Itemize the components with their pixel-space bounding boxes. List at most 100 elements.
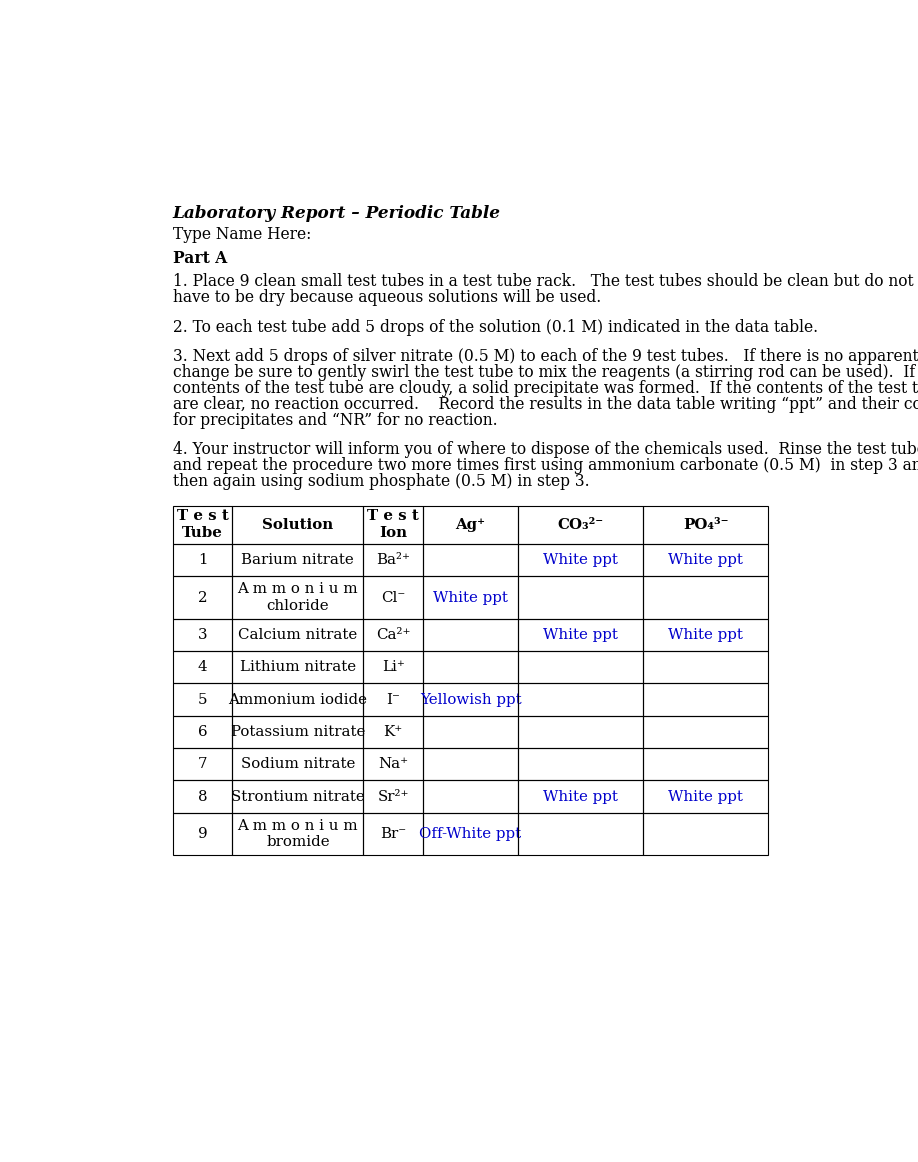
Bar	[364, 748, 423, 781]
Bar	[644, 618, 768, 651]
Bar	[232, 812, 364, 855]
Text: White ppt: White ppt	[543, 790, 618, 804]
Text: Ca²⁺: Ca²⁺	[375, 627, 410, 641]
Bar	[423, 812, 518, 855]
Bar	[364, 716, 423, 748]
Text: and repeat the procedure two more times first using ammonium carbonate (0.5 M)  : and repeat the procedure two more times …	[173, 457, 918, 474]
Text: are clear, no reaction occurred.    Record the results in the data table writing: are clear, no reaction occurred. Record …	[173, 396, 918, 413]
Text: Na⁺: Na⁺	[378, 758, 409, 772]
Text: change be sure to gently swirl the test tube to mix the reagents (a stirring rod: change be sure to gently swirl the test …	[173, 364, 918, 381]
Bar	[364, 812, 423, 855]
Text: 3. Next add 5 drops of silver nitrate (0.5 M) to each of the 9 test tubes.   If : 3. Next add 5 drops of silver nitrate (0…	[173, 349, 918, 366]
Text: 4. Your instructor will inform you of where to dispose of the chemicals used.  R: 4. Your instructor will inform you of wh…	[173, 442, 918, 458]
Bar	[364, 576, 423, 618]
Bar	[518, 748, 644, 781]
Bar	[364, 683, 423, 716]
Text: K⁺: K⁺	[384, 725, 403, 739]
Text: I⁻: I⁻	[386, 693, 400, 706]
Text: White ppt: White ppt	[668, 627, 743, 641]
Bar	[423, 781, 518, 812]
Text: Ag⁺: Ag⁺	[455, 518, 486, 532]
Text: Type Name Here:: Type Name Here:	[173, 225, 311, 243]
Bar	[644, 651, 768, 683]
Text: Laboratory Report – Periodic Table: Laboratory Report – Periodic Table	[173, 205, 501, 222]
Text: White ppt: White ppt	[433, 590, 508, 604]
Bar	[232, 505, 364, 544]
Text: 6: 6	[197, 725, 207, 739]
Bar	[423, 748, 518, 781]
Bar	[518, 716, 644, 748]
Bar	[518, 505, 644, 544]
Bar	[644, 544, 768, 576]
Text: Strontium nitrate: Strontium nitrate	[231, 790, 364, 804]
Text: Sodium nitrate: Sodium nitrate	[241, 758, 355, 772]
Bar	[518, 576, 644, 618]
Text: 2. To each test tube add 5 drops of the solution (0.1 M) indicated in the data t: 2. To each test tube add 5 drops of the …	[173, 318, 818, 336]
Bar	[644, 505, 768, 544]
Bar	[364, 544, 423, 576]
Bar	[644, 683, 768, 716]
Bar	[232, 781, 364, 812]
Text: T e s t
Ion: T e s t Ion	[367, 509, 419, 540]
Bar	[364, 781, 423, 812]
Bar	[423, 618, 518, 651]
Text: Li⁺: Li⁺	[382, 660, 405, 674]
Bar	[364, 651, 423, 683]
Text: T e s t
Tube: T e s t Tube	[177, 509, 229, 540]
Bar	[423, 683, 518, 716]
Bar	[364, 618, 423, 651]
Bar	[232, 683, 364, 716]
Text: White ppt: White ppt	[668, 553, 743, 567]
Text: Calcium nitrate: Calcium nitrate	[239, 627, 357, 641]
Text: A m m o n i u m
chloride: A m m o n i u m chloride	[238, 582, 358, 614]
Bar	[423, 716, 518, 748]
Bar	[644, 812, 768, 855]
Bar	[173, 748, 232, 781]
Text: 3: 3	[197, 627, 207, 641]
Text: Sr²⁺: Sr²⁺	[377, 790, 409, 804]
Bar	[518, 618, 644, 651]
Text: Part A: Part A	[173, 250, 227, 267]
Text: have to be dry because aqueous solutions will be used.: have to be dry because aqueous solutions…	[173, 289, 601, 307]
Bar	[232, 651, 364, 683]
Bar	[173, 651, 232, 683]
Text: PO₄³⁻: PO₄³⁻	[683, 518, 728, 532]
Text: 9: 9	[197, 827, 207, 841]
Text: 1: 1	[198, 553, 207, 567]
Bar	[173, 544, 232, 576]
Bar	[173, 618, 232, 651]
Bar	[518, 544, 644, 576]
Text: CO₃²⁻: CO₃²⁻	[557, 518, 604, 532]
Text: Br⁻: Br⁻	[380, 827, 406, 841]
Bar	[232, 748, 364, 781]
Text: Potassium nitrate: Potassium nitrate	[230, 725, 365, 739]
Bar	[644, 716, 768, 748]
Text: Cl⁻: Cl⁻	[381, 590, 405, 604]
Bar	[518, 651, 644, 683]
Bar	[644, 576, 768, 618]
Bar	[173, 576, 232, 618]
Bar	[518, 781, 644, 812]
Bar	[232, 576, 364, 618]
Text: then again using sodium phosphate (0.5 M) in step 3.: then again using sodium phosphate (0.5 M…	[173, 473, 589, 490]
Text: Lithium nitrate: Lithium nitrate	[240, 660, 356, 674]
Bar	[173, 716, 232, 748]
Bar	[423, 505, 518, 544]
Bar	[173, 683, 232, 716]
Bar	[173, 505, 232, 544]
Text: White ppt: White ppt	[543, 627, 618, 641]
Bar	[518, 812, 644, 855]
Text: White ppt: White ppt	[543, 553, 618, 567]
Bar	[423, 576, 518, 618]
Text: Off-White ppt: Off-White ppt	[420, 827, 521, 841]
Bar	[232, 716, 364, 748]
Text: 2: 2	[197, 590, 207, 604]
Bar	[232, 618, 364, 651]
Bar	[232, 544, 364, 576]
Text: 1. Place 9 clean small test tubes in a test tube rack.   The test tubes should b: 1. Place 9 clean small test tubes in a t…	[173, 273, 913, 290]
Text: for precipitates and “NR” for no reaction.: for precipitates and “NR” for no reactio…	[173, 411, 498, 429]
Text: Solution: Solution	[263, 518, 333, 532]
Text: Ba²⁺: Ba²⁺	[376, 553, 410, 567]
Text: Yellowish ppt: Yellowish ppt	[420, 693, 521, 706]
Text: Ammonium iodide: Ammonium iodide	[229, 693, 367, 706]
